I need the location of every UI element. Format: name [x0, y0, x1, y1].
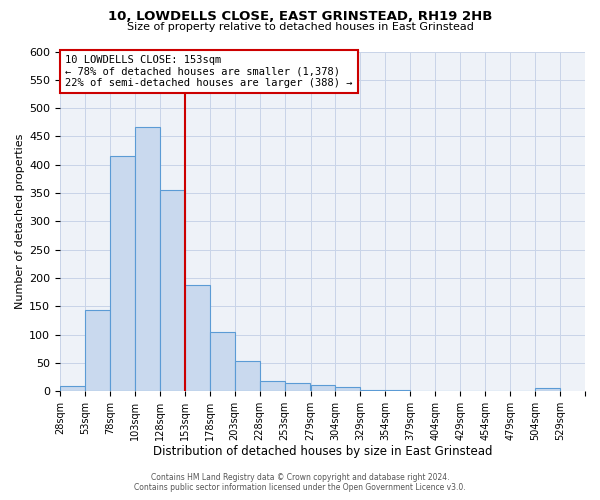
Bar	[311, 385, 335, 391]
Bar	[535, 388, 560, 391]
Bar	[210, 332, 235, 391]
Bar	[260, 381, 284, 391]
Text: Size of property relative to detached houses in East Grinstead: Size of property relative to detached ho…	[127, 22, 473, 32]
Bar	[361, 390, 385, 391]
Bar	[284, 384, 310, 391]
Bar	[135, 127, 160, 391]
Text: 10, LOWDELLS CLOSE, EAST GRINSTEAD, RH19 2HB: 10, LOWDELLS CLOSE, EAST GRINSTEAD, RH19…	[108, 10, 492, 23]
Text: Contains HM Land Registry data © Crown copyright and database right 2024.
Contai: Contains HM Land Registry data © Crown c…	[134, 473, 466, 492]
X-axis label: Distribution of detached houses by size in East Grinstead: Distribution of detached houses by size …	[153, 444, 492, 458]
Bar	[60, 386, 85, 391]
Bar	[185, 286, 210, 391]
Bar	[410, 390, 435, 391]
Y-axis label: Number of detached properties: Number of detached properties	[15, 134, 25, 309]
Bar	[160, 190, 185, 391]
Bar	[335, 388, 361, 391]
Bar	[235, 360, 260, 391]
Bar	[85, 310, 110, 391]
Bar	[110, 156, 135, 391]
Text: 10 LOWDELLS CLOSE: 153sqm
← 78% of detached houses are smaller (1,378)
22% of se: 10 LOWDELLS CLOSE: 153sqm ← 78% of detac…	[65, 55, 353, 88]
Bar	[385, 390, 410, 391]
